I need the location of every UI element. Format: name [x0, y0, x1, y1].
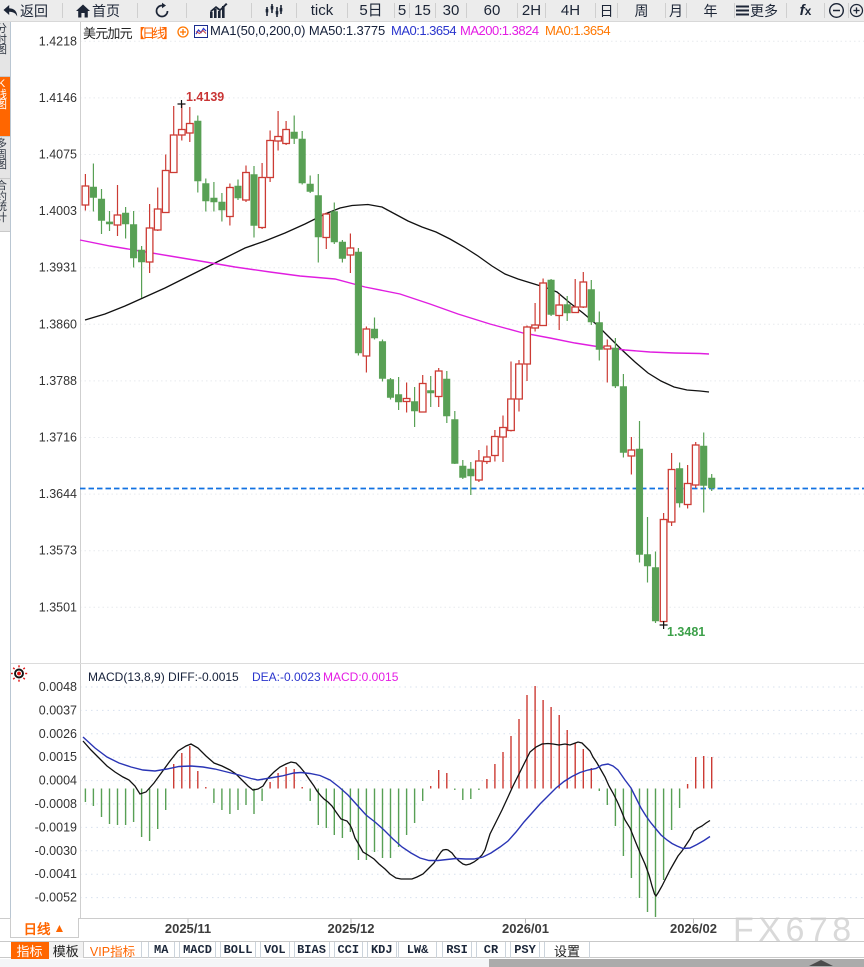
svg-text:MACD(13,8,9) DIFF:-0.0015: MACD(13,8,9) DIFF:-0.0015	[88, 670, 239, 684]
svg-text:2025/12: 2025/12	[328, 921, 375, 936]
svg-text:1.3860: 1.3860	[39, 317, 77, 331]
svg-text:1.4218: 1.4218	[39, 34, 77, 48]
svg-text:1.3501: 1.3501	[39, 600, 77, 614]
svg-text:MACD:0.0015: MACD:0.0015	[323, 670, 399, 684]
svg-text:-0.0019: -0.0019	[35, 820, 77, 834]
svg-text:1.3481: 1.3481	[667, 625, 705, 639]
svg-text:-0.0041: -0.0041	[35, 867, 77, 881]
svg-text:0.0015: 0.0015	[39, 750, 77, 764]
svg-text:2026/02: 2026/02	[670, 921, 717, 936]
svg-text:1.4139: 1.4139	[186, 90, 224, 104]
svg-text:1.3716: 1.3716	[39, 431, 77, 445]
svg-text:0.0026: 0.0026	[39, 727, 77, 741]
svg-text:1.3788: 1.3788	[39, 374, 77, 388]
svg-text:1.4075: 1.4075	[39, 148, 77, 162]
svg-text:1.3573: 1.3573	[39, 544, 77, 558]
svg-text:1.4146: 1.4146	[39, 91, 77, 105]
svg-text:DEA:-0.0023: DEA:-0.0023	[252, 670, 321, 684]
svg-text:-0.0008: -0.0008	[35, 797, 77, 811]
svg-text:1.3931: 1.3931	[39, 261, 77, 275]
svg-text:0.0037: 0.0037	[39, 703, 77, 717]
svg-text:0.0048: 0.0048	[39, 680, 77, 694]
svg-text:1.3644: 1.3644	[39, 487, 77, 501]
svg-text:-0.0030: -0.0030	[35, 844, 77, 858]
svg-text:-0.0052: -0.0052	[35, 891, 77, 905]
svg-text:1.4003: 1.4003	[39, 204, 77, 218]
svg-text:2026/01: 2026/01	[502, 921, 549, 936]
svg-text:0.0004: 0.0004	[39, 774, 77, 788]
svg-text:2025/11: 2025/11	[165, 921, 211, 936]
